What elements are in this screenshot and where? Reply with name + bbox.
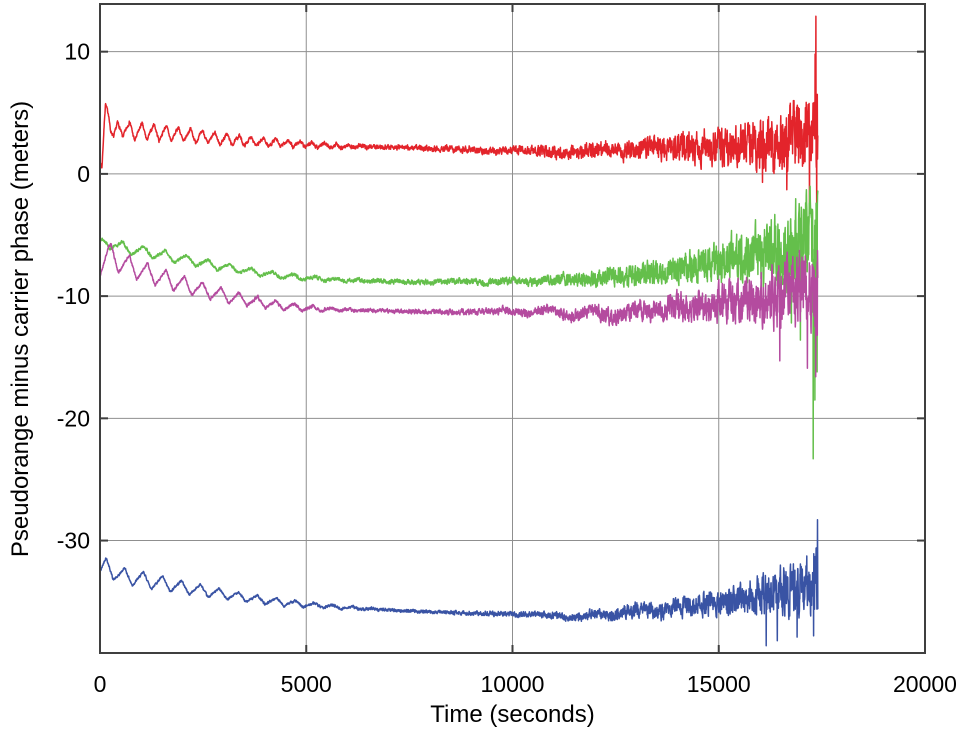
y-tick-label: 0 [77, 161, 90, 187]
x-tick-label: 5000 [281, 671, 332, 697]
series-line-blue [99, 519, 819, 647]
y-tick-label: -30 [57, 528, 90, 554]
x-tick-label: 20000 [893, 671, 957, 697]
y-axis-title: Pseudorange minus carrier phase (meters) [7, 100, 34, 558]
x-tick-label: 15000 [687, 671, 751, 697]
series-line-magenta [99, 242, 819, 378]
series-lines [99, 15, 819, 647]
x-axis-title: Time (seconds) [430, 701, 595, 728]
x-tick-label: 0 [94, 671, 107, 697]
y-tick-label: 10 [64, 39, 90, 65]
y-tick-label: -20 [57, 405, 90, 431]
series-line-green [99, 185, 819, 460]
y-tick-label: -10 [57, 283, 90, 309]
axes-frame [99, 3, 926, 654]
tick-labels: 0 5000 10000 15000 20000 10 0 -10 -20 -30 [57, 39, 957, 697]
x-tick-label: 10000 [481, 671, 545, 697]
series-line-red [99, 15, 819, 212]
